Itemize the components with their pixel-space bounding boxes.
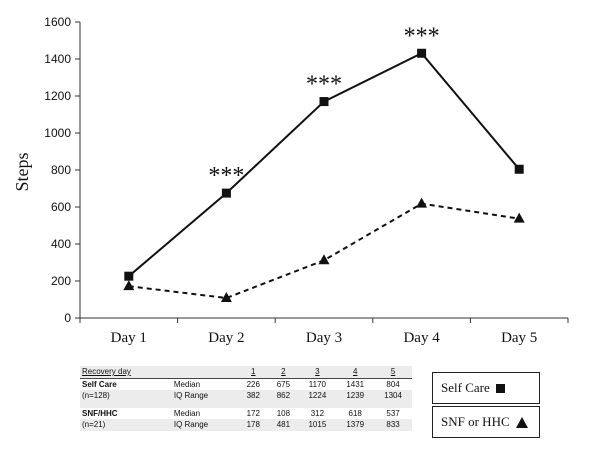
significance-stars: *** — [306, 72, 342, 98]
table-day-header: 1 — [238, 366, 269, 379]
table-day-header: 3 — [298, 366, 337, 379]
table-day-header: 4 — [336, 366, 375, 379]
y-axis: 0 200 400 600 800 1000 1200 1400 1600 — [44, 15, 81, 325]
table-day-header: 2 — [268, 366, 299, 379]
y-tick-label: 800 — [51, 163, 71, 177]
x-tick-label: Day 3 — [306, 330, 342, 346]
table-cell: 618 — [348, 408, 362, 418]
y-tick-label: 400 — [51, 237, 71, 251]
data-point-square — [319, 97, 329, 107]
data-point-triangle — [123, 280, 135, 291]
series-lines — [123, 48, 525, 303]
table-row: (n=128) IQ Range 382 862 1224 1239 1304 — [80, 390, 412, 402]
table-row: (n=21) IQ Range 178 481 1015 1379 833 — [80, 419, 412, 431]
table-cell: 1170 — [308, 379, 326, 389]
table-cell: 675 — [276, 379, 291, 389]
table-cell: 382 — [238, 390, 269, 402]
summary-table: Recovery day 1 2 3 4 5 Self Care Median … — [80, 366, 412, 431]
legend-label: SNF or HHC — [441, 414, 510, 429]
y-tick-label: 1200 — [44, 89, 71, 103]
group-name: SNF/HHC — [82, 408, 118, 418]
y-axis-label: Steps — [12, 152, 32, 191]
table-cell: 1015 — [298, 419, 337, 431]
group-name: Self Care — [82, 379, 117, 389]
table-row: SNF/HHC Median 172 108 312 618 537 — [80, 408, 412, 420]
y-tick-label: 1600 — [44, 15, 71, 29]
data-point-square — [514, 164, 524, 174]
table-cell: 481 — [268, 419, 299, 431]
legend-label: Self Care — [441, 380, 490, 395]
x-tick-label: Day 5 — [501, 330, 537, 346]
table-cell: 1431 — [346, 379, 365, 389]
table-cell: 833 — [374, 419, 412, 431]
data-point-triangle — [318, 254, 330, 265]
significance-stars: *** — [404, 23, 440, 49]
table-cell: 226 — [246, 379, 260, 389]
y-tick-label: 600 — [51, 200, 71, 214]
table-cell: 108 — [276, 408, 291, 418]
table-cell: 1224 — [298, 390, 337, 402]
x-tick-label: Day 2 — [208, 330, 244, 346]
table-cell: 178 — [238, 419, 269, 431]
row-label: Median — [173, 379, 201, 389]
table-cell: 537 — [386, 408, 400, 418]
table-header-row: Recovery day 1 2 3 4 5 — [80, 366, 412, 379]
table-day-header: 5 — [374, 366, 412, 379]
row-label: IQ Range — [171, 419, 239, 431]
square-marker-icon — [495, 383, 505, 393]
data-point-triangle — [220, 292, 232, 303]
data-point-square — [124, 271, 134, 281]
series-line — [128, 202, 520, 300]
data-point-square — [221, 188, 231, 198]
table-cell: 804 — [386, 379, 400, 389]
x-tick-label: Day 4 — [403, 330, 440, 346]
group-n: (n=128) — [80, 390, 172, 402]
table-cell: 1379 — [336, 419, 375, 431]
legend-self-care: Self Care — [432, 372, 540, 404]
triangle-marker-icon — [515, 416, 528, 428]
significance-stars: *** — [208, 163, 244, 189]
y-tick-label: 200 — [51, 274, 71, 288]
significance-annotations: *** *** *** — [208, 23, 439, 189]
table-cell: 312 — [310, 408, 325, 418]
table-cell: 1239 — [336, 390, 375, 402]
legend-snf-hhc: SNF or HHC — [432, 406, 540, 438]
table-spacer — [80, 401, 412, 408]
row-label: IQ Range — [171, 390, 239, 402]
table-cell: 172 — [246, 408, 260, 418]
table-cell: 862 — [268, 390, 299, 402]
row-label: Median — [173, 408, 201, 418]
x-tick-label: Day 1 — [111, 330, 147, 346]
table-row: Self Care Median 226 675 1170 1431 804 — [80, 378, 412, 390]
line-chart: 0 200 400 600 800 1000 1200 1400 1600 Day 1 Day 2… — [12, 15, 569, 346]
data-point-square — [417, 48, 427, 58]
group-n: (n=21) — [80, 419, 172, 431]
y-tick-label: 1000 — [44, 126, 71, 140]
data-point-triangle — [513, 212, 525, 223]
x-axis: Day 1 Day 2 Day 3 Day 4 Day 5 — [79, 317, 569, 346]
data-point-triangle — [416, 197, 428, 208]
table-header-label: Recovery day — [80, 366, 172, 379]
table-cell: 1304 — [374, 390, 412, 402]
y-tick-label: 0 — [64, 311, 71, 325]
y-tick-label: 1400 — [44, 52, 71, 66]
